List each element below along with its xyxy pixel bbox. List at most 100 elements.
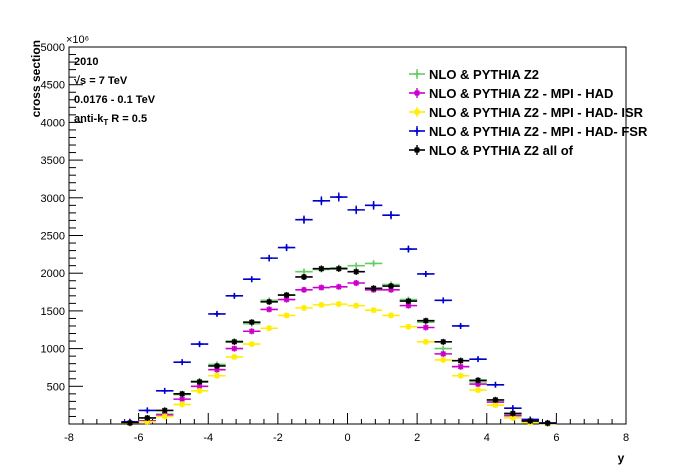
x-tick-label: -8 <box>64 432 74 444</box>
data-point <box>300 286 307 293</box>
data-point <box>213 372 220 379</box>
data-point <box>248 319 255 326</box>
data-point <box>318 284 325 291</box>
legend-label: NLO & PYTHIA Z2 <box>429 67 539 82</box>
y-axis-title: cross section <box>29 40 43 117</box>
data-point <box>492 396 499 403</box>
data-point <box>266 255 273 262</box>
data-point <box>405 246 412 253</box>
data-point <box>353 280 360 287</box>
info-algorithm: anti-kT R = 0.5 <box>74 113 147 127</box>
series-3 <box>121 301 557 427</box>
data-point <box>475 356 482 363</box>
data-point <box>179 359 186 366</box>
x-tick-label: 6 <box>553 432 559 444</box>
data-point <box>318 265 325 272</box>
data-point <box>231 345 238 352</box>
data-point <box>353 206 360 213</box>
legend-label: NLO & PYTHIA Z2 - MPI - HAD <box>429 86 613 101</box>
legend-marker <box>414 128 420 134</box>
data-point <box>370 260 377 267</box>
data-point <box>370 285 377 292</box>
y-tick-label: 4000 <box>41 117 65 129</box>
y-tick-label: 1500 <box>41 306 65 318</box>
data-point <box>388 212 395 219</box>
y-tick-label: 2500 <box>41 231 65 243</box>
data-point <box>388 286 395 293</box>
legend-marker <box>414 90 420 96</box>
x-tick-label: -4 <box>203 432 213 444</box>
legend: NLO & PYTHIA Z2 NLO & PYTHIA Z2 - MPI - H… <box>409 67 648 158</box>
data-point <box>457 372 464 379</box>
data-point <box>335 283 342 290</box>
data-point <box>335 301 342 308</box>
info-algo-radius: R = 0.5 <box>108 113 147 125</box>
data-point <box>196 341 203 348</box>
data-point <box>231 292 238 299</box>
data-point <box>300 304 307 311</box>
data-point <box>370 307 377 314</box>
data-point <box>300 268 307 275</box>
data-point <box>266 298 273 305</box>
data-point <box>527 417 534 424</box>
data-point <box>353 262 360 269</box>
data-point <box>318 197 325 204</box>
info-algo-subscript: T <box>103 118 108 127</box>
data-point <box>405 323 412 330</box>
legend-label: NLO & PYTHIA Z2 - MPI - HAD- FSR <box>429 124 648 139</box>
data-point <box>509 410 516 417</box>
info-box: 2010 √s = 7 TeV 0.0176 - 0.1 TeV anti-kT… <box>74 56 156 127</box>
data-point <box>509 414 516 421</box>
data-point <box>179 396 186 403</box>
data-point <box>440 297 447 304</box>
data-point <box>440 338 447 345</box>
data-point <box>144 414 151 421</box>
y-tick-label: 5000 <box>41 42 65 54</box>
data-point <box>457 357 464 364</box>
data-point <box>213 310 220 317</box>
y-tick-label: 3500 <box>41 155 65 167</box>
data-point <box>457 363 464 370</box>
data-point <box>179 390 186 397</box>
data-point <box>231 338 238 345</box>
data-point <box>283 244 290 251</box>
data-point <box>213 366 220 373</box>
data-point <box>283 296 290 303</box>
data-point <box>213 362 220 369</box>
data-point <box>440 345 447 352</box>
x-tick-label: 2 <box>414 432 420 444</box>
x-tick-label: 0 <box>344 432 350 444</box>
y-tick-label: 500 <box>47 381 65 393</box>
axis-ticks <box>68 46 627 424</box>
legend-marker <box>414 109 420 115</box>
data-point <box>422 270 429 277</box>
y-tick-label: 4500 <box>41 80 65 92</box>
data-point <box>440 350 447 357</box>
data-point <box>179 401 186 408</box>
data-point <box>509 405 516 412</box>
data-series <box>121 192 557 427</box>
x-tick-label: 4 <box>484 432 490 444</box>
data-point <box>405 298 412 305</box>
info-year: 2010 <box>74 56 98 68</box>
legend-label: NLO & PYTHIA Z2 - MPI - HAD- ISR <box>429 105 644 120</box>
data-point <box>422 324 429 331</box>
data-point <box>440 356 447 363</box>
data-point <box>231 353 238 360</box>
data-point <box>196 387 203 394</box>
y-tick-label: 2000 <box>41 268 65 280</box>
data-point <box>457 322 464 329</box>
data-point <box>248 341 255 348</box>
data-point <box>422 338 429 345</box>
data-point <box>300 273 307 280</box>
x-tick-label: -6 <box>134 432 144 444</box>
legend-label: NLO & PYTHIA Z2 all of <box>429 143 574 158</box>
data-point <box>353 302 360 309</box>
y-multiplier-label: ×10⁶ <box>66 34 89 46</box>
data-point <box>388 312 395 319</box>
data-point <box>266 325 273 332</box>
x-tick-label: 8 <box>623 432 629 444</box>
series-5 <box>121 265 557 427</box>
